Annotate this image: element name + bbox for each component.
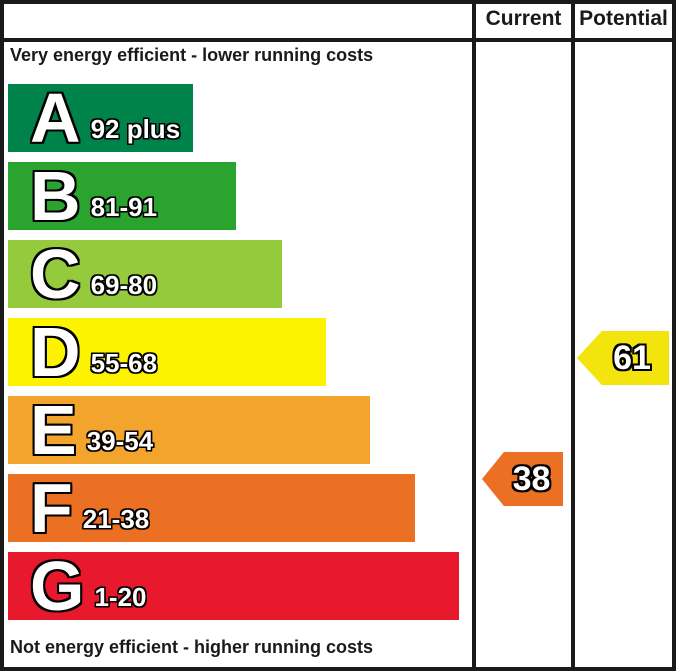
potential-column-header: Potential bbox=[579, 7, 668, 30]
band-g: G 1-20 bbox=[8, 547, 459, 625]
band-d-letter: D bbox=[30, 313, 81, 391]
band-e: E 39-54 bbox=[8, 391, 370, 469]
band-g-range: 1-20 bbox=[94, 581, 147, 612]
band-e-letter: E bbox=[30, 391, 77, 469]
band-e-range: 39-54 bbox=[86, 425, 154, 456]
potential-column-divider bbox=[571, 0, 575, 671]
band-g-letter: G bbox=[30, 547, 85, 625]
header-divider-line bbox=[0, 38, 676, 42]
band-f-letter: F bbox=[30, 469, 73, 547]
band-a: A 92 plus bbox=[8, 79, 193, 157]
current-rating-arrow: 38 bbox=[482, 452, 563, 506]
band-f: F 21-38 bbox=[8, 469, 415, 547]
bottom-caption: Not energy efficient - higher running co… bbox=[10, 637, 374, 657]
top-caption: Very energy efficient - lower running co… bbox=[10, 45, 374, 65]
band-d: D 55-68 bbox=[8, 313, 326, 391]
band-f-range: 21-38 bbox=[82, 503, 150, 534]
band-c-letter: C bbox=[30, 235, 81, 313]
band-a-letter: A bbox=[30, 79, 81, 157]
band-c: C 69-80 bbox=[8, 235, 282, 313]
band-d-range: 55-68 bbox=[90, 347, 158, 378]
band-a-range: 92 plus bbox=[90, 113, 181, 144]
band-b-range: 81-91 bbox=[90, 191, 158, 222]
current-column-header: Current bbox=[485, 7, 562, 30]
band-b-letter: B bbox=[30, 157, 81, 235]
band-b: B 81-91 bbox=[8, 157, 236, 235]
potential-rating-value: 61 bbox=[613, 338, 651, 377]
current-rating-value: 38 bbox=[512, 459, 551, 498]
band-c-range: 69-80 bbox=[90, 269, 158, 300]
current-column-divider bbox=[472, 0, 476, 671]
potential-rating-arrow: 61 bbox=[577, 331, 669, 385]
